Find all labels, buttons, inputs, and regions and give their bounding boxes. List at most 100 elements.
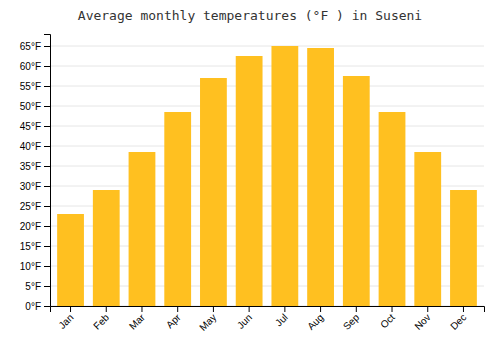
x-tick: Jun	[235, 306, 254, 331]
x-tick-label: Aug	[305, 312, 325, 332]
y-tick: 25°F	[20, 201, 50, 212]
x-tick: Sep	[341, 306, 362, 332]
y-tick-mark	[44, 86, 50, 87]
x-tick-label: Jun	[235, 312, 254, 331]
y-tick: 40°F	[20, 141, 50, 152]
y-tick-mark	[44, 206, 50, 207]
plot-area: 0°F 5°F 10°F 15°F 20°F 25°F 30°F 35°F 40°F 45°F 50…	[20, 35, 485, 333]
bar	[271, 46, 298, 306]
x-axis-line	[51, 307, 485, 313]
bars	[57, 46, 477, 306]
chart: 0°F 5°F 10°F 15°F 20°F 25°F 30°F 35°F 40°F 45°F 50…	[0, 0, 500, 350]
y-tick-label: 65°F	[20, 41, 41, 52]
y-tick-mark	[44, 66, 50, 67]
x-tick-label: Jul	[273, 312, 290, 329]
y-tick-mark	[44, 266, 50, 267]
y-tick-label: 35°F	[20, 161, 41, 172]
title: Average monthly temperatures (°F ) in Su…	[78, 8, 422, 23]
y-tick-mark	[44, 46, 50, 47]
x-tick-mark	[70, 306, 71, 312]
x-tick: Oct	[378, 306, 397, 330]
x-tick-mark	[356, 306, 357, 312]
grid-line	[50, 66, 484, 67]
x-tick-mark	[106, 306, 107, 312]
y-tick-mark	[44, 166, 50, 167]
x-tick-mark	[392, 306, 393, 312]
grid-line	[50, 106, 484, 107]
y-tick-mark	[44, 246, 50, 247]
x-tick-label: Apr	[164, 311, 183, 330]
y-tick-label: 20°F	[20, 221, 41, 232]
x-tick-mark	[284, 306, 285, 312]
x-tick-mark	[463, 306, 464, 312]
x-tick-label: Feb	[91, 311, 111, 331]
y-tick: 65°F	[20, 41, 50, 52]
y-tick: 5°F	[25, 281, 50, 292]
y-tick-mark	[44, 306, 50, 307]
y-tick: 15°F	[20, 241, 50, 252]
x-tick-label: Mar	[127, 311, 147, 331]
bar	[57, 214, 84, 306]
bar	[379, 112, 406, 306]
x-tick: Aug	[305, 306, 325, 332]
bar	[343, 76, 370, 306]
x-tick-mark	[213, 306, 214, 312]
bar	[414, 152, 441, 306]
x-tick-label: Sep	[341, 311, 362, 332]
y-tick-mark	[44, 146, 50, 147]
y-tick-label: 60°F	[20, 61, 41, 72]
bar	[200, 78, 227, 306]
y-tick-label: 50°F	[20, 101, 41, 112]
grid	[50, 46, 484, 306]
y-tick: 55°F	[20, 81, 50, 92]
x-tick-mark	[320, 306, 321, 312]
y-tick: 10°F	[20, 261, 50, 272]
x-tick: Mar	[127, 306, 147, 332]
x-tick: Apr	[164, 306, 183, 330]
x-tick: Jul	[273, 306, 290, 328]
x-axis: Jan Feb Mar Apr May Jun Jul Aug Sep Oct Nov Dec	[51, 306, 485, 333]
y-tick-label: 45°F	[20, 121, 41, 132]
x-tick-mark	[141, 306, 142, 312]
y-tick: 20°F	[20, 221, 50, 232]
grid-line	[50, 126, 484, 127]
y-tick-mark	[44, 106, 50, 107]
x-tick-mark	[177, 306, 178, 312]
y-tick: 60°F	[20, 61, 50, 72]
y-tick-label: 5°F	[25, 281, 41, 292]
x-tick-label: May	[197, 312, 218, 333]
bar	[307, 48, 334, 306]
y-axis: 0°F 5°F 10°F 15°F 20°F 25°F 30°F 35°F 40°F 45°F 50…	[20, 35, 51, 312]
y-tick-mark	[44, 226, 50, 227]
x-tick-mark	[249, 306, 250, 312]
x-tick: Dec	[448, 306, 468, 332]
bar	[93, 190, 120, 306]
y-axis-line	[44, 35, 51, 307]
x-tick-label: Dec	[448, 312, 468, 332]
x-tick-label: Oct	[378, 312, 397, 331]
y-tick: 35°F	[20, 161, 50, 172]
x-tick-label: Nov	[412, 312, 432, 332]
bar	[129, 152, 156, 306]
y-tick-label: 55°F	[20, 81, 41, 92]
y-tick: 0°F	[25, 301, 50, 312]
y-tick-label: 10°F	[20, 261, 41, 272]
y-tick-label: 0°F	[25, 301, 41, 312]
x-tick: Nov	[412, 306, 432, 332]
y-tick-label: 30°F	[20, 181, 41, 192]
y-tick-mark	[44, 286, 50, 287]
grid-line	[50, 86, 484, 87]
y-tick-label: 15°F	[20, 241, 41, 252]
x-tick: May	[197, 306, 218, 333]
bar	[164, 112, 191, 306]
x-tick: Feb	[91, 306, 111, 332]
y-tick: 45°F	[20, 121, 50, 132]
x-tick-label: Jan	[56, 312, 75, 331]
grid-line	[50, 46, 484, 47]
grid-line	[50, 146, 484, 147]
y-tick-label: 40°F	[20, 141, 41, 152]
bar	[236, 56, 263, 306]
y-tick-mark	[44, 126, 50, 127]
x-tick: Jan	[56, 306, 75, 331]
y-tick-label: 25°F	[20, 201, 41, 212]
